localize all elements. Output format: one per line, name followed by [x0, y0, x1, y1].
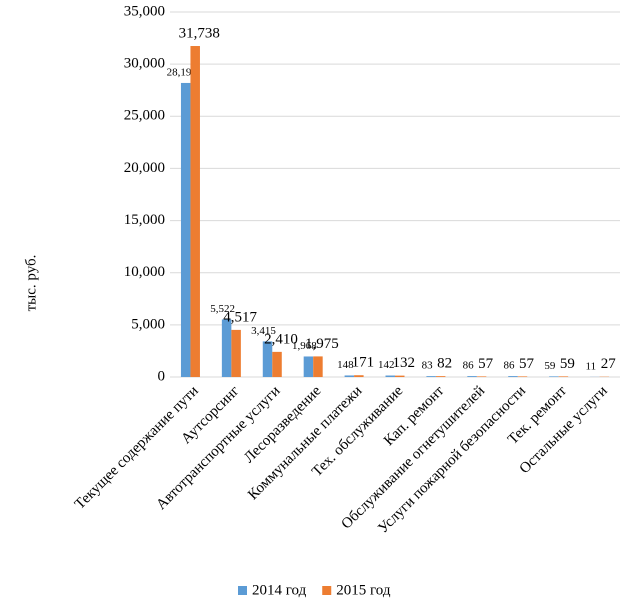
value-label: 86 [463, 360, 475, 372]
bar [386, 376, 396, 377]
y-tick-label: 30,000 [124, 56, 165, 72]
x-tick-label: Услуги пожарной безопасности [375, 383, 529, 537]
bar [272, 352, 282, 377]
y-tick-label: 20,000 [124, 160, 165, 176]
value-label: 57 [519, 356, 535, 372]
value-label: 11 [585, 360, 596, 372]
legend-label: 2015 год [336, 582, 391, 598]
value-label: 171 [352, 355, 375, 371]
bar [426, 376, 436, 377]
value-label: 1,975 [305, 336, 339, 352]
value-label: 83 [422, 360, 434, 372]
legend-swatch [322, 586, 331, 595]
bar [436, 376, 446, 377]
bar [190, 46, 200, 377]
y-tick-label: 25,000 [124, 108, 165, 124]
y-axis-label: тыс. руб. [23, 255, 39, 312]
legend-label: 2014 год [252, 582, 307, 598]
bar [549, 376, 559, 377]
value-label: 4,517 [223, 309, 257, 325]
bar [222, 319, 232, 377]
value-label: 57 [478, 356, 494, 372]
value-label: 59 [560, 356, 575, 372]
value-label: 31,738 [179, 25, 220, 41]
bar [518, 376, 528, 377]
bar [313, 356, 323, 377]
value-label: 27 [601, 356, 617, 372]
legend-swatch [238, 586, 247, 595]
y-tick-label: 10,000 [124, 264, 165, 280]
bar [354, 375, 364, 377]
bar [508, 376, 518, 377]
value-label: 86 [503, 360, 515, 372]
y-tick-label: 15,000 [124, 212, 165, 228]
y-tick-label: 35,000 [124, 3, 165, 19]
value-label: 59 [544, 360, 556, 372]
bar [304, 356, 314, 377]
bar [477, 376, 487, 377]
value-label: 132 [393, 355, 416, 371]
bar [181, 83, 191, 377]
bar [345, 375, 355, 377]
y-tick-label: 0 [158, 368, 166, 384]
y-tick-label: 5,000 [131, 316, 165, 332]
bar [559, 376, 569, 377]
value-label: 82 [437, 356, 452, 372]
bar [467, 376, 477, 377]
bar [395, 376, 405, 377]
bar [231, 330, 241, 377]
